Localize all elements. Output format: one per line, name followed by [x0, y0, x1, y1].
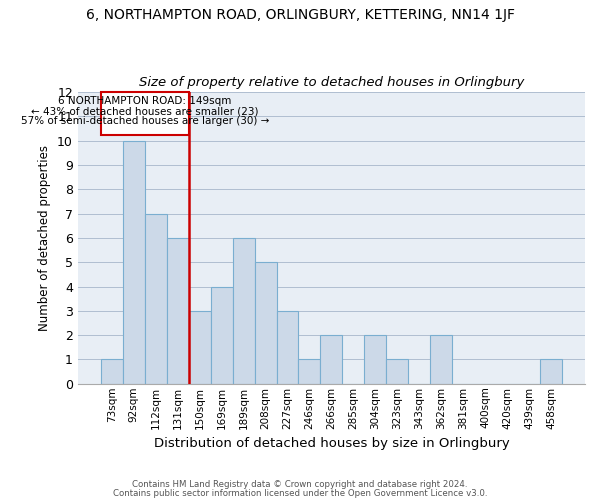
Bar — [540, 360, 562, 384]
Bar — [254, 262, 277, 384]
Bar — [211, 286, 233, 384]
Bar — [277, 311, 298, 384]
Bar — [386, 360, 408, 384]
Text: 6 NORTHAMPTON ROAD: 149sqm: 6 NORTHAMPTON ROAD: 149sqm — [58, 96, 232, 106]
Bar — [320, 335, 343, 384]
Bar — [430, 335, 452, 384]
Text: 6, NORTHAMPTON ROAD, ORLINGBURY, KETTERING, NN14 1JF: 6, NORTHAMPTON ROAD, ORLINGBURY, KETTERI… — [86, 8, 515, 22]
Text: Contains public sector information licensed under the Open Government Licence v3: Contains public sector information licen… — [113, 490, 487, 498]
Bar — [145, 214, 167, 384]
Text: Contains HM Land Registry data © Crown copyright and database right 2024.: Contains HM Land Registry data © Crown c… — [132, 480, 468, 489]
Bar — [123, 140, 145, 384]
Text: ← 43% of detached houses are smaller (23): ← 43% of detached houses are smaller (23… — [31, 106, 259, 116]
Title: Size of property relative to detached houses in Orlingbury: Size of property relative to detached ho… — [139, 76, 524, 90]
Bar — [188, 311, 211, 384]
Bar — [101, 360, 123, 384]
Text: 57% of semi-detached houses are larger (30) →: 57% of semi-detached houses are larger (… — [20, 116, 269, 126]
X-axis label: Distribution of detached houses by size in Orlingbury: Distribution of detached houses by size … — [154, 437, 509, 450]
Bar — [167, 238, 188, 384]
Bar — [298, 360, 320, 384]
Y-axis label: Number of detached properties: Number of detached properties — [38, 145, 52, 331]
FancyBboxPatch shape — [101, 92, 188, 134]
Bar — [364, 335, 386, 384]
Bar — [233, 238, 254, 384]
